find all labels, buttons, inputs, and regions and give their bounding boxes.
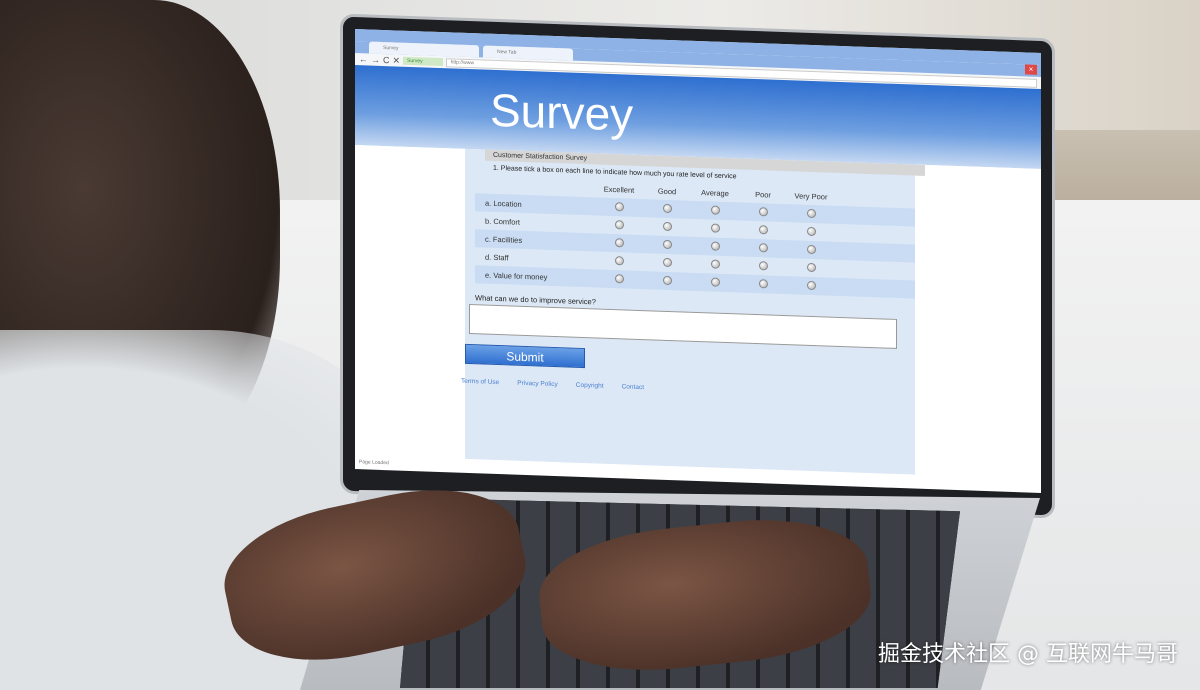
footer-link[interactable]: Contact <box>621 383 644 392</box>
column-header: Very Poor <box>794 190 828 202</box>
footer-links: Terms of Use Privacy Policy Copyright Co… <box>461 378 1041 405</box>
rating-radio[interactable] <box>662 239 672 249</box>
secure-badge: Survey <box>403 56 443 67</box>
status-bar: Page Loaded <box>359 459 389 467</box>
forward-arrow-icon[interactable]: → <box>371 54 380 65</box>
column-header: Poor <box>755 189 771 200</box>
rating-radio[interactable] <box>758 260 768 270</box>
rating-radio[interactable] <box>758 224 768 234</box>
stop-icon[interactable]: ✕ <box>392 54 401 66</box>
column-header: Excellent <box>603 184 635 195</box>
rating-radio[interactable] <box>806 262 816 272</box>
column-header: Average <box>701 187 729 198</box>
rating-radio[interactable] <box>614 237 624 247</box>
survey-form: Customer Statisfaction Survey 1. Please … <box>355 145 1041 479</box>
rating-radio[interactable] <box>806 226 816 236</box>
rating-grid: Excellent Good Average Poor Very Poor a.… <box>475 175 915 299</box>
rating-radio[interactable] <box>662 221 672 231</box>
watermark: 掘金技术社区 @ 互联网牛马哥 <box>878 642 1178 667</box>
rating-radio[interactable] <box>758 242 768 252</box>
close-icon[interactable]: × <box>1025 64 1037 75</box>
reload-icon[interactable]: C <box>383 55 390 66</box>
rating-radio[interactable] <box>806 244 816 254</box>
page-title: Survey <box>490 83 634 141</box>
rating-radio[interactable] <box>662 257 672 267</box>
rating-radio[interactable] <box>614 201 624 211</box>
rating-radio[interactable] <box>710 240 720 251</box>
footer-link[interactable]: Copyright <box>575 381 604 390</box>
back-arrow-icon[interactable]: ← <box>359 54 368 65</box>
laptop-lid: Survey New Tab × ← → C ✕ Survey http://w… <box>340 13 1055 519</box>
row-label: d. Staff <box>485 252 509 262</box>
rating-radio[interactable] <box>662 275 672 285</box>
rating-radio[interactable] <box>614 219 624 229</box>
rating-radio[interactable] <box>710 222 720 233</box>
submit-button[interactable]: Submit <box>465 343 585 369</box>
rating-radio[interactable] <box>710 276 720 287</box>
row-label: b. Comfort <box>485 216 521 227</box>
row-label: a. Location <box>485 198 522 209</box>
rating-radio[interactable] <box>614 255 624 265</box>
rating-radio[interactable] <box>710 204 720 215</box>
laptop-screen: Survey New Tab × ← → C ✕ Survey http://w… <box>355 29 1041 493</box>
rating-radio[interactable] <box>758 278 768 288</box>
row-label: c. Facilities <box>485 234 523 245</box>
footer-link[interactable]: Privacy Policy <box>517 379 558 389</box>
rating-radio[interactable] <box>806 208 816 218</box>
row-label: e. Value for money <box>485 270 548 282</box>
footer-link[interactable]: Terms of Use <box>461 377 500 387</box>
rating-radio[interactable] <box>614 273 624 283</box>
rating-radio[interactable] <box>758 206 768 216</box>
rating-radio[interactable] <box>710 258 720 269</box>
rating-radio[interactable] <box>662 203 672 213</box>
rating-radio[interactable] <box>806 280 816 290</box>
column-header: Good <box>657 186 677 196</box>
